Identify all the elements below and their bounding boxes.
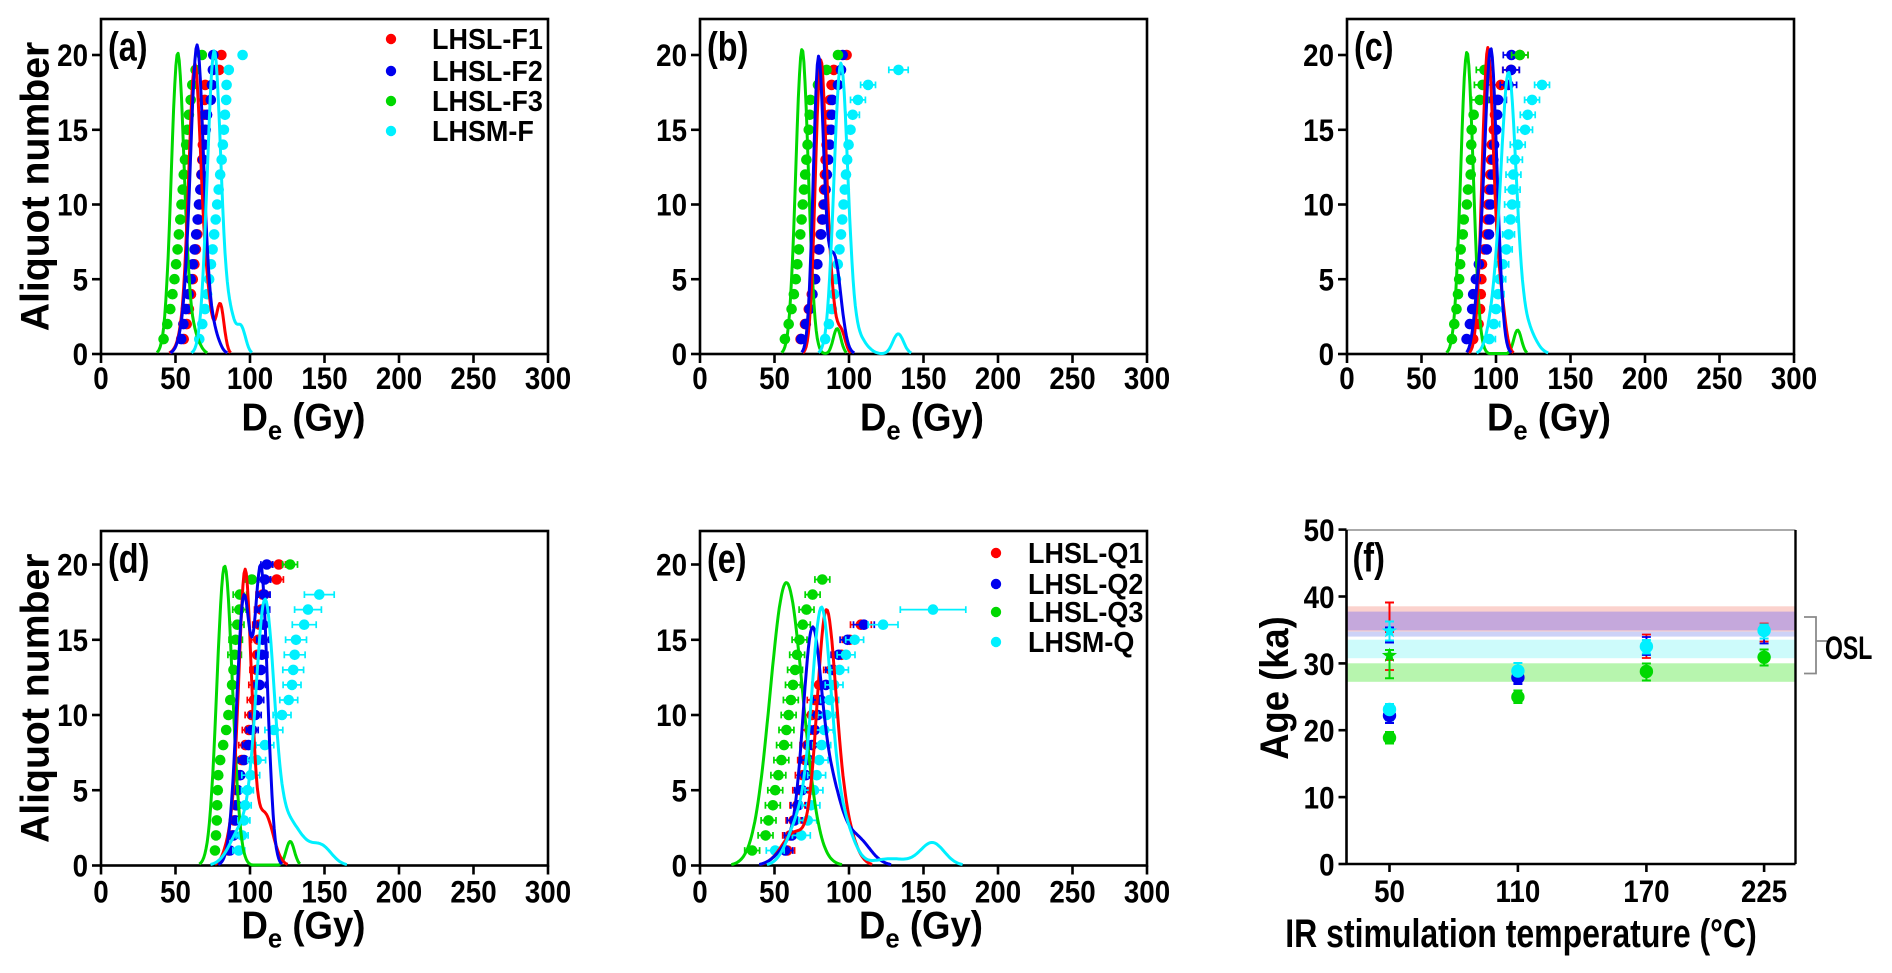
svg-text:170: 170 [1623, 874, 1669, 909]
svg-text:(f): (f) [1353, 535, 1385, 580]
svg-text:200: 200 [376, 361, 422, 396]
svg-text:100: 100 [1473, 361, 1519, 396]
svg-text:(b): (b) [707, 24, 748, 69]
svg-text:5: 5 [73, 263, 88, 298]
svg-text:10: 10 [1303, 188, 1334, 223]
svg-text:De (Gy): De (Gy) [1487, 396, 1611, 446]
svg-text:50: 50 [160, 875, 191, 910]
svg-text:(c): (c) [1354, 24, 1394, 69]
svg-text:OSL: OSL [1825, 630, 1872, 666]
svg-text:300: 300 [525, 875, 571, 910]
svg-text:0: 0 [1339, 361, 1354, 396]
svg-text:250: 250 [1049, 361, 1095, 396]
svg-text:(d): (d) [108, 536, 149, 581]
svg-text:30: 30 [1304, 647, 1335, 682]
svg-text:50: 50 [1304, 513, 1335, 548]
svg-text:50: 50 [759, 361, 790, 396]
svg-text:110: 110 [1496, 874, 1541, 909]
svg-text:De (Gy): De (Gy) [859, 904, 983, 954]
svg-text:LHSL-Q2: LHSL-Q2 [1028, 568, 1143, 600]
svg-text:LHSL-F2: LHSL-F2 [432, 55, 543, 87]
svg-text:IR stimulation temperature (°C: IR stimulation temperature (°C) [1285, 911, 1756, 956]
svg-text:0: 0 [672, 337, 687, 372]
svg-text:15: 15 [656, 113, 687, 148]
svg-text:15: 15 [57, 113, 88, 148]
svg-text:250: 250 [1049, 875, 1095, 910]
svg-text:0: 0 [1319, 337, 1334, 372]
svg-text:Age (ka): Age (ka) [1252, 616, 1297, 760]
svg-text:0: 0 [93, 361, 108, 396]
svg-text:150: 150 [301, 875, 347, 910]
svg-text:10: 10 [1304, 781, 1335, 816]
svg-text:LHSL-Q3: LHSL-Q3 [1028, 596, 1143, 628]
svg-text:150: 150 [1547, 361, 1593, 396]
svg-text:50: 50 [759, 875, 790, 910]
svg-text:10: 10 [57, 188, 88, 223]
svg-text:20: 20 [656, 548, 687, 583]
svg-text:20: 20 [1303, 38, 1334, 73]
svg-text:20: 20 [57, 38, 88, 73]
svg-text:De (Gy): De (Gy) [242, 904, 366, 954]
svg-text:0: 0 [73, 849, 88, 884]
svg-text:(a): (a) [108, 24, 148, 69]
svg-text:150: 150 [900, 361, 946, 396]
svg-text:50: 50 [1406, 361, 1437, 396]
svg-text:15: 15 [1303, 113, 1334, 148]
svg-text:0: 0 [1319, 848, 1334, 883]
svg-text:300: 300 [1124, 361, 1170, 396]
svg-text:150: 150 [301, 361, 347, 396]
svg-text:100: 100 [826, 361, 872, 396]
svg-text:200: 200 [975, 875, 1021, 910]
svg-text:300: 300 [1771, 361, 1817, 396]
svg-text:Aliquot number: Aliquot number [13, 553, 57, 843]
svg-text:LHSM-Q: LHSM-Q [1028, 626, 1134, 658]
svg-text:LHSL-Q1: LHSL-Q1 [1028, 537, 1143, 569]
svg-text:200: 200 [975, 361, 1021, 396]
svg-text:5: 5 [73, 774, 88, 809]
svg-text:250: 250 [450, 361, 496, 396]
svg-text:0: 0 [93, 875, 108, 910]
svg-text:5: 5 [1319, 263, 1334, 298]
svg-text:200: 200 [376, 875, 422, 910]
svg-text:50: 50 [1374, 874, 1405, 909]
svg-text:250: 250 [450, 875, 496, 910]
svg-text:20: 20 [1304, 714, 1335, 749]
svg-text:150: 150 [900, 875, 946, 910]
svg-text:5: 5 [672, 774, 687, 809]
svg-text:0: 0 [692, 361, 707, 396]
svg-text:20: 20 [57, 548, 88, 583]
svg-text:100: 100 [227, 875, 273, 910]
svg-text:225: 225 [1741, 874, 1787, 909]
svg-text:Aliquot number: Aliquot number [13, 42, 57, 332]
svg-text:250: 250 [1696, 361, 1742, 396]
svg-text:50: 50 [160, 361, 191, 396]
svg-text:0: 0 [73, 337, 88, 372]
svg-text:10: 10 [57, 698, 88, 733]
svg-text:200: 200 [1622, 361, 1668, 396]
svg-text:LHSL-F3: LHSL-F3 [432, 85, 543, 117]
svg-text:LHSL-F1: LHSL-F1 [432, 23, 543, 55]
svg-text:300: 300 [1124, 875, 1170, 910]
svg-text:300: 300 [525, 361, 571, 396]
svg-text:0: 0 [692, 875, 707, 910]
svg-text:40: 40 [1304, 580, 1335, 615]
svg-text:100: 100 [227, 361, 273, 396]
svg-text:15: 15 [656, 623, 687, 658]
svg-text:De (Gy): De (Gy) [860, 396, 984, 446]
svg-text:15: 15 [57, 623, 88, 658]
svg-text:10: 10 [656, 698, 687, 733]
svg-text:100: 100 [826, 875, 872, 910]
svg-text:0: 0 [672, 849, 687, 884]
svg-text:5: 5 [672, 263, 687, 298]
svg-text:10: 10 [656, 188, 687, 223]
svg-text:De (Gy): De (Gy) [242, 396, 366, 446]
svg-text:LHSM-F: LHSM-F [432, 115, 534, 147]
svg-text:(e): (e) [707, 536, 747, 581]
svg-text:20: 20 [656, 38, 687, 73]
